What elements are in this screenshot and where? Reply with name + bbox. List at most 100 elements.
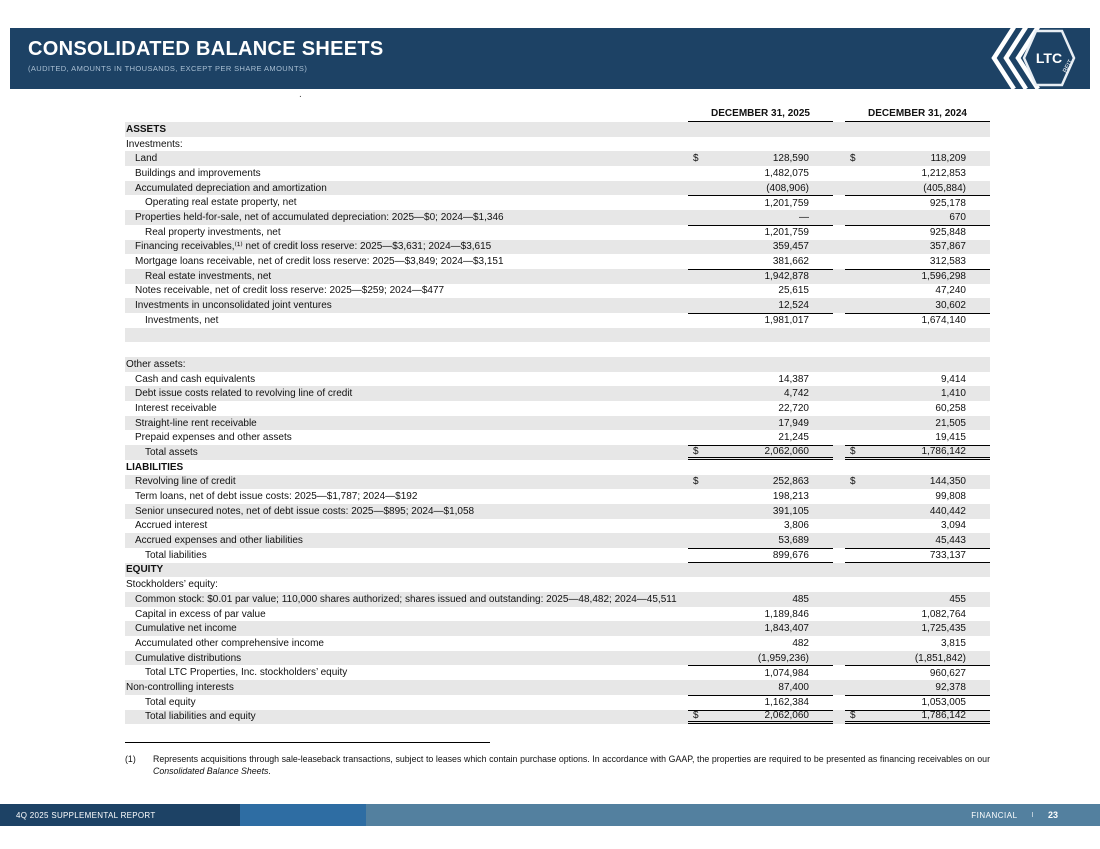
amount: 1,189,846 (764, 608, 810, 620)
amount: 925,848 (929, 227, 966, 239)
amount: 198,213 (772, 491, 809, 503)
table-row: Notes receivable, net of credit loss res… (125, 284, 990, 299)
value-cell-2024: 30,602 (845, 298, 990, 313)
row-label: Land (135, 153, 158, 165)
value-cell-2025 (688, 563, 833, 578)
row-label: Buildings and improvements (135, 167, 261, 179)
value-cell-2025: 899,676 (688, 547, 833, 563)
value-cell-2025: 1,981,017 (688, 312, 833, 328)
row-label: Real estate investments, net (145, 270, 272, 282)
table-row: Buildings and improvements 1,482,075 1,212… (125, 166, 990, 181)
row-label: Notes receivable, net of credit loss res… (135, 285, 445, 297)
value-cell-2024: 1,674,140 (845, 312, 990, 328)
row-label: Stockholders’ equity: (126, 579, 218, 591)
amount: 3,815 (940, 637, 966, 649)
value-cell-2024: 99,808 (845, 489, 990, 504)
amount: 4,742 (783, 388, 809, 400)
dollar-sign: $ (850, 476, 856, 488)
value-cell-2025: 1,942,878 (688, 268, 833, 284)
amount: 1,162,384 (764, 697, 810, 709)
amount: 1,786,142 (921, 445, 967, 457)
balance-sheet-table: DECEMBER 31, 2025 DECEMBER 31, 2024 ASSE… (125, 105, 990, 725)
value-cell-2025 (688, 137, 833, 152)
amount: 925,178 (929, 197, 966, 209)
value-cell-2025: (408,906) (688, 181, 833, 196)
amount: — (799, 211, 809, 223)
amount: 21,505 (935, 417, 966, 429)
amount: (405,884) (923, 182, 966, 194)
value-cell-2024: $1,786,142 (845, 445, 990, 460)
row-label: Cumulative net income (135, 623, 237, 635)
value-cell-2024: 1,410 (845, 386, 990, 401)
table-row: Interest receivable 22,720 60,258 (125, 401, 990, 416)
row-label: ASSETS (126, 123, 167, 135)
value-cell-2024 (845, 342, 990, 357)
amount: 455 (949, 593, 966, 605)
row-label: Financing receivables,⁽¹⁾ net of credit … (135, 241, 492, 253)
value-cell-2024: 440,442 (845, 504, 990, 519)
row-label: Common stock: $0.01 par value; 110,000 s… (135, 593, 677, 605)
footer-section-label: FINANCIAL (971, 810, 1018, 820)
value-cell-2024: 1,596,298 (845, 268, 990, 284)
amount: 1,981,017 (764, 315, 810, 327)
value-cell-2024: (1,851,842) (845, 651, 990, 666)
amount: 960,627 (929, 667, 966, 679)
value-cell-2025 (688, 122, 833, 137)
amount: 1,201,759 (764, 197, 810, 209)
amount: 17,949 (778, 417, 809, 429)
value-cell-2025: 87,400 (688, 680, 833, 695)
column-header-2024: DECEMBER 31, 2024 (845, 108, 990, 122)
amount: (1,959,236) (757, 652, 809, 664)
amount: 1,843,407 (764, 623, 810, 635)
table-row: Investments: (125, 137, 990, 152)
amount: 128,590 (772, 153, 809, 165)
amount: 92,378 (935, 681, 966, 693)
dollar-sign: $ (693, 710, 699, 722)
amount: 357,867 (929, 241, 966, 253)
value-cell-2025: $128,590 (688, 151, 833, 166)
table-row: Non-controlling interests 87,400 92,378 (125, 680, 990, 695)
row-label: Total equity (145, 696, 196, 708)
table-row: Accrued expenses and other liabilities 53… (125, 533, 990, 548)
value-cell-2025: 391,105 (688, 504, 833, 519)
amount: 53,689 (778, 535, 809, 547)
row-label: Debt issue costs related to revolving li… (135, 388, 353, 400)
table-row: Accrued interest 3,806 3,094 (125, 519, 990, 534)
dollar-sign: $ (850, 153, 856, 165)
dollar-sign: $ (693, 445, 699, 457)
column-header-2025: DECEMBER 31, 2025 (688, 108, 833, 122)
value-cell-2025: (1,959,236) (688, 651, 833, 666)
value-cell-2024: 733,137 (845, 547, 990, 563)
table-row: Accumulated depreciation and amortizatio… (125, 180, 990, 196)
value-cell-2025: 485 (688, 592, 833, 607)
table-row: Land $128,590 $118,209 (125, 151, 990, 167)
table-row: Total equity 1,162,384 1,053,005 (125, 694, 990, 710)
table-row: Investments in unconsolidated joint vent… (125, 298, 990, 313)
dollar-sign: $ (693, 153, 699, 165)
logo-chevrons-icon (991, 25, 1040, 91)
value-cell-2025: $2,062,060 (688, 445, 833, 460)
row-label: Senior unsecured notes, net of debt issu… (135, 505, 475, 517)
page-subtitle: (AUDITED, AMOUNTS IN THOUSANDS, EXCEPT P… (28, 64, 308, 73)
table-row: Investments, net 1,981,017 1,674,140 (125, 312, 990, 328)
value-cell-2024 (845, 137, 990, 152)
amount: 45,443 (935, 535, 966, 547)
row-label: Total liabilities (145, 549, 207, 561)
header-text-block: CONSOLIDATED BALANCE SHEETS (AUDITED, AM… (10, 28, 1090, 73)
amount: 47,240 (935, 285, 966, 297)
value-cell-2024: 1,725,435 (845, 621, 990, 636)
value-cell-2024: 670 (845, 210, 990, 225)
value-cell-2025: 3,806 (688, 519, 833, 534)
row-label: Interest receivable (135, 402, 217, 414)
dollar-sign: $ (693, 476, 699, 488)
value-cell-2025: 17,949 (688, 416, 833, 431)
value-cell-2025: 381,662 (688, 254, 833, 269)
table-row: Total LTC Properties, Inc. stockholders’… (125, 665, 990, 680)
value-cell-2024: 960,627 (845, 665, 990, 680)
row-label: Total liabilities and equity (145, 711, 256, 723)
table-column-headers: DECEMBER 31, 2025 DECEMBER 31, 2024 (125, 105, 990, 122)
row-label: Real property investments, net (145, 226, 281, 238)
row-label: Accumulated depreciation and amortizatio… (135, 182, 327, 194)
dollar-sign: $ (850, 710, 856, 722)
